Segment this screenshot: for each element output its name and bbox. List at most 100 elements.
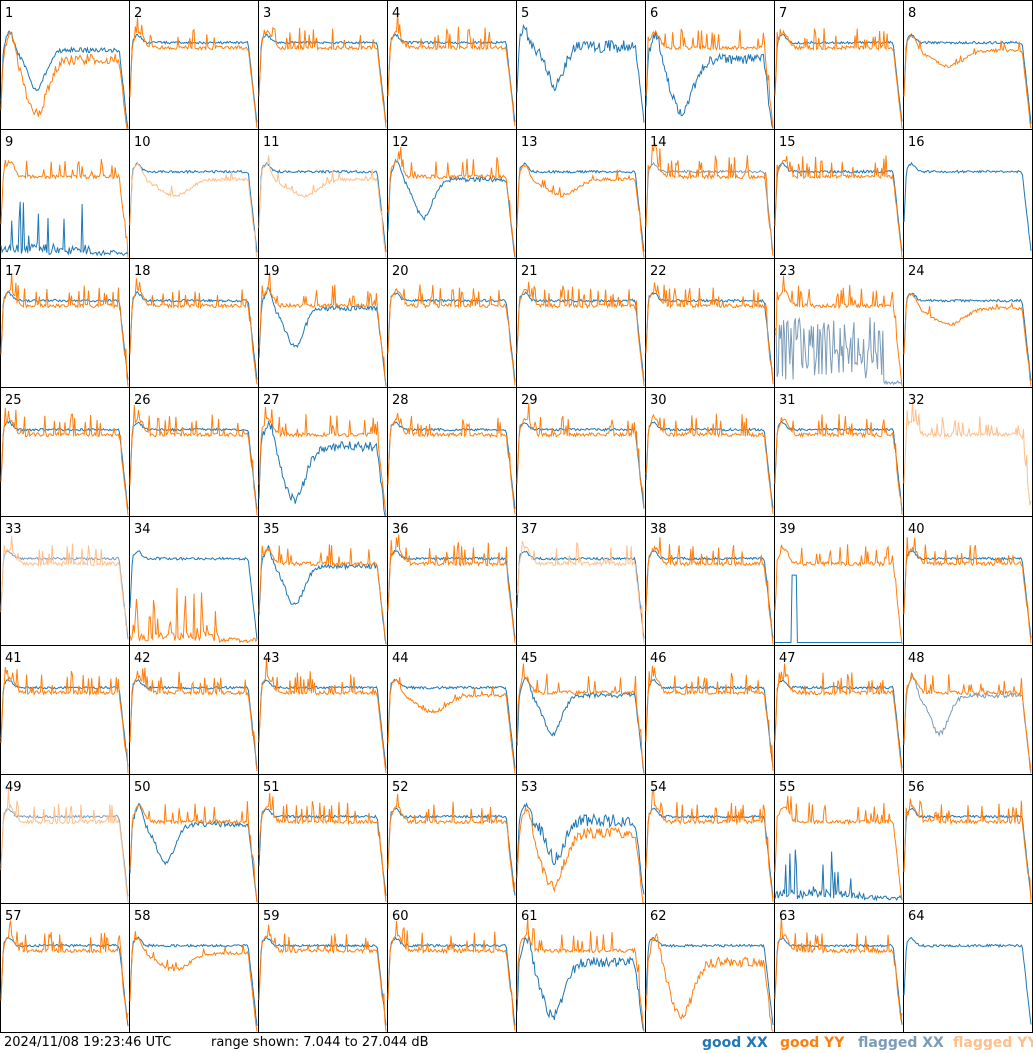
series-good-yy: [258, 406, 387, 516]
tile-frame: [129, 0, 259, 130]
series-good-xx: [129, 33, 258, 123]
tile-label: 31: [779, 393, 796, 408]
series-good-yy: [774, 275, 903, 387]
series-good-xx: [387, 807, 516, 896]
tile-12: 12: [387, 129, 517, 259]
tile-frame: [774, 645, 904, 775]
series-good-yy: [129, 17, 258, 128]
series-good-xx: [774, 849, 903, 902]
series-good-xx: [258, 420, 386, 516]
tile-label: 41: [5, 651, 22, 666]
tile-frame: [387, 774, 517, 904]
tile-6: 6: [645, 0, 775, 130]
series-good-yy: [129, 404, 258, 516]
tile-42: 42: [129, 645, 259, 775]
tile-label: 64: [908, 909, 925, 924]
tile-label: 7: [779, 6, 787, 21]
tile-frame: [645, 129, 775, 259]
tile-41: 41: [0, 645, 130, 775]
series-good-yy: [0, 920, 129, 1021]
series-good-yy: [387, 534, 516, 643]
series-good-yy: [258, 924, 387, 1032]
tile-frame: [387, 0, 517, 130]
tile-label: 58: [134, 909, 151, 924]
tile-frame: [774, 903, 904, 1033]
series-good-xx: [0, 201, 129, 257]
tile-frame: [516, 645, 646, 775]
series-good-yy: [774, 155, 903, 258]
series-good-yy: [774, 28, 903, 129]
tile-frame: [516, 258, 646, 388]
tile-60: 60: [387, 903, 517, 1033]
tile-label: 12: [392, 135, 409, 150]
legend-good-yy: good YY: [780, 1035, 845, 1051]
series-good-xx: [0, 936, 129, 1027]
tile-32: 32: [903, 387, 1033, 517]
tile-label: 48: [908, 651, 925, 666]
tile-label: 47: [779, 651, 796, 666]
tile-label: 36: [392, 522, 409, 537]
tile-1: 1: [0, 0, 130, 130]
tile-27: 27: [258, 387, 388, 517]
series-good-yy: [129, 278, 258, 385]
tile-14: 14: [645, 129, 775, 259]
tile-label: 8: [908, 6, 916, 21]
timestamp: 2024/11/08 19:23:46 UTC: [4, 1035, 172, 1050]
tile-frame: [903, 903, 1033, 1033]
tile-label: 20: [392, 264, 409, 279]
tile-label: 59: [263, 909, 280, 924]
tile-label: 17: [5, 264, 22, 279]
tile-frame: [645, 516, 775, 646]
tile-40: 40: [903, 516, 1033, 646]
tile-29: 29: [516, 387, 646, 517]
tile-label: 23: [779, 264, 796, 279]
tile-5: 5: [516, 0, 646, 130]
tile-label: 40: [908, 522, 925, 537]
series-good-xx: [645, 421, 774, 509]
tile-frame: [903, 129, 1033, 259]
tile-58: 58: [129, 903, 259, 1033]
series-good-yy: [516, 402, 645, 508]
tile-57: 57: [0, 903, 130, 1033]
series-good-yy: [387, 920, 516, 1031]
series-good-xx: [387, 158, 516, 258]
tile-label: 35: [263, 522, 280, 537]
series-good-yy: [0, 30, 128, 129]
tile-53: 53: [516, 774, 646, 904]
tile-label: 24: [908, 264, 925, 279]
tile-9: 9: [0, 129, 130, 259]
tile-46: 46: [645, 645, 775, 775]
series-good-yy: [903, 293, 1032, 387]
tile-51: 51: [258, 774, 388, 904]
tile-48: 48: [903, 645, 1033, 775]
tile-frame: [645, 0, 775, 130]
tile-label: 2: [134, 6, 142, 21]
tile-18: 18: [129, 258, 259, 388]
tile-56: 56: [903, 774, 1033, 904]
tile-frame: [258, 129, 388, 259]
series-flagged-yy: [129, 162, 258, 258]
footer: 2024/11/08 19:23:46 UTC range shown: 7.0…: [0, 1033, 1033, 1053]
tile-20: 20: [387, 258, 517, 388]
tile-61: 61: [516, 903, 646, 1033]
tile-62: 62: [645, 903, 775, 1033]
series-good-yy: [645, 537, 774, 645]
tile-39: 39: [774, 516, 904, 646]
series-good-yy: [258, 792, 387, 902]
tile-label: 57: [5, 909, 22, 924]
series-good-yy: [129, 587, 258, 644]
series-good-yy: [645, 665, 774, 772]
tile-label: 51: [263, 780, 280, 795]
tile-63: 63: [774, 903, 904, 1033]
tile-frame: [903, 0, 1033, 130]
series-good-xx: [387, 678, 516, 769]
tile-17: 17: [0, 258, 130, 388]
tile-37: 37: [516, 516, 646, 646]
tile-label: 43: [263, 651, 280, 666]
series-good-yy: [129, 931, 258, 1032]
tile-frame: [129, 774, 259, 904]
series-good-xx: [129, 291, 258, 380]
tile-label: 1: [5, 6, 13, 21]
tile-frame: [129, 387, 259, 517]
series-good-yy: [387, 284, 516, 386]
